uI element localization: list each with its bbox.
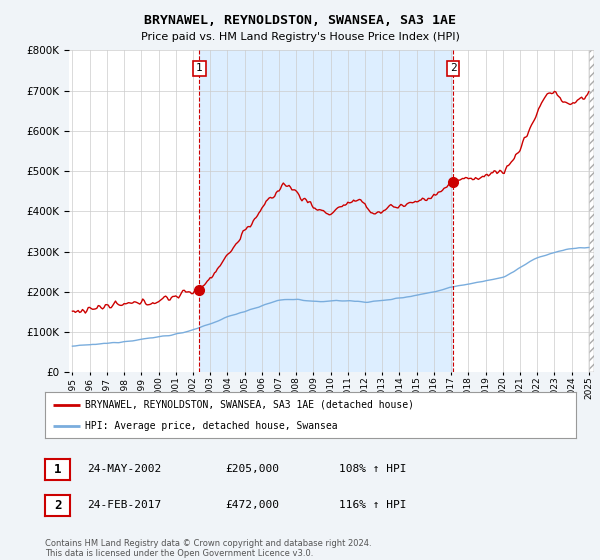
Text: Contains HM Land Registry data © Crown copyright and database right 2024.
This d: Contains HM Land Registry data © Crown c… <box>45 539 371 558</box>
Text: 1: 1 <box>196 63 203 73</box>
Text: 1: 1 <box>54 463 61 476</box>
Text: 24-MAY-2002: 24-MAY-2002 <box>87 464 161 474</box>
Text: 24-FEB-2017: 24-FEB-2017 <box>87 500 161 510</box>
Text: Price paid vs. HM Land Registry's House Price Index (HPI): Price paid vs. HM Land Registry's House … <box>140 32 460 43</box>
Text: 2: 2 <box>54 499 61 512</box>
Bar <box>199 50 453 372</box>
Text: £472,000: £472,000 <box>225 500 279 510</box>
Text: BRYNAWEL, REYNOLDSTON, SWANSEA, SA3 1AE: BRYNAWEL, REYNOLDSTON, SWANSEA, SA3 1AE <box>144 14 456 27</box>
Text: 116% ↑ HPI: 116% ↑ HPI <box>339 500 407 510</box>
Text: BRYNAWEL, REYNOLDSTON, SWANSEA, SA3 1AE (detached house): BRYNAWEL, REYNOLDSTON, SWANSEA, SA3 1AE … <box>85 400 414 410</box>
Text: 2: 2 <box>450 63 457 73</box>
Text: £205,000: £205,000 <box>225 464 279 474</box>
Text: HPI: Average price, detached house, Swansea: HPI: Average price, detached house, Swan… <box>85 422 337 431</box>
Bar <box>589 50 594 372</box>
Text: 108% ↑ HPI: 108% ↑ HPI <box>339 464 407 474</box>
